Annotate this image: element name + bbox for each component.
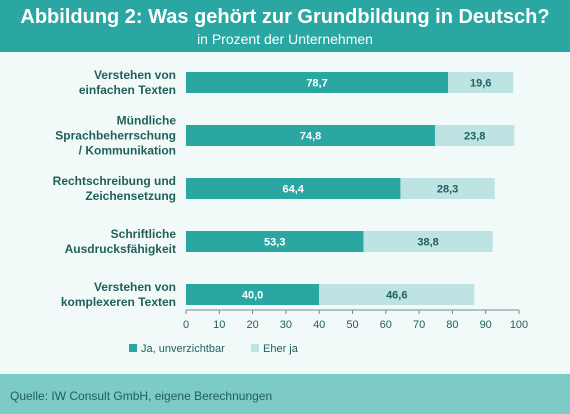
x-tick-label: 80 bbox=[446, 319, 458, 331]
legend-swatch-eher-ja bbox=[251, 344, 259, 352]
category-label-line: Mündliche bbox=[117, 114, 177, 128]
bar-segment-eher-ja bbox=[319, 284, 475, 305]
category-label-line: / Kommunikation bbox=[79, 144, 176, 158]
bar-segment-eher-ja bbox=[363, 231, 493, 252]
bar-segment-unverzichtbar bbox=[186, 178, 401, 199]
bar-value-label: 38,8 bbox=[417, 237, 438, 249]
x-tick-label: 70 bbox=[413, 319, 425, 331]
stacked-bar-chart: Verstehen von einfachen Texten 78,7 19,6Mün… bbox=[53, 68, 529, 355]
category-label-line: Verstehen von bbox=[94, 68, 176, 82]
category-label-line: Ausdrucksfähigkeit bbox=[65, 242, 176, 256]
figure-title: Abbildung 2: Was gehört zur Grundbildung… bbox=[20, 6, 550, 28]
x-tick-label: 50 bbox=[346, 319, 358, 331]
figure-footer: Quelle: IW Consult GmbH, eigene Berechnu… bbox=[0, 374, 570, 414]
bar-value-label: 23,8 bbox=[464, 131, 485, 143]
category-label-line: Zeichensetzung bbox=[85, 189, 176, 203]
figure-subtitle: in Prozent der Unternehmen bbox=[197, 31, 373, 47]
bar-value-label: 46,6 bbox=[386, 290, 407, 302]
chart-area: Verstehen von einfachen Texten 78,7 19,6 Mün… bbox=[0, 52, 570, 374]
x-tick-label: 10 bbox=[213, 319, 225, 331]
category-label-line: einfachen Texten bbox=[79, 83, 176, 97]
bar-value-label: 19,6 bbox=[470, 78, 491, 90]
x-tick-label: 40 bbox=[313, 319, 325, 331]
category-label-line: Rechtschreibung und bbox=[53, 174, 176, 188]
category-label-line: Schriftliche bbox=[111, 227, 177, 241]
bar-value-label: 40,0 bbox=[242, 290, 263, 302]
bar-segment-unverzichtbar bbox=[186, 284, 320, 305]
category-label: Schriftliche Ausdrucksfähigkeit bbox=[65, 227, 177, 256]
bar-segment-unverzichtbar bbox=[186, 231, 364, 252]
bar-segment-eher-ja bbox=[400, 178, 495, 199]
x-tick-label: 60 bbox=[380, 319, 392, 331]
category-label-line: Sprachbeherrschung bbox=[55, 129, 176, 143]
category-label-line: Verstehen von bbox=[94, 280, 176, 294]
category-label: Verstehen von komplexeren Texten bbox=[61, 280, 176, 309]
bar-segment-eher-ja bbox=[435, 125, 515, 146]
x-tick-label: 100 bbox=[510, 319, 528, 331]
category-label: Verstehen von einfachen Texten bbox=[79, 68, 176, 97]
bar-segment-eher-ja bbox=[448, 72, 514, 93]
x-tick-label: 20 bbox=[246, 319, 258, 331]
legend-label: Ja, unverzichtbar bbox=[141, 343, 225, 355]
x-tick-label: 90 bbox=[480, 319, 492, 331]
category-label: Mündliche Sprachbeherrschung / Kommunikati… bbox=[55, 114, 176, 158]
x-tick-label: 0 bbox=[183, 319, 189, 331]
bar-value-label: 78,7 bbox=[306, 78, 327, 90]
bar-segment-unverzichtbar bbox=[186, 125, 436, 146]
legend-swatch-unverzichtbar bbox=[129, 344, 137, 352]
bar-value-label: 53,3 bbox=[264, 237, 285, 249]
legend-label: Eher ja bbox=[263, 343, 299, 355]
bar-value-label: 28,3 bbox=[437, 184, 458, 196]
bar-value-label: 64,4 bbox=[283, 184, 305, 196]
bar-value-label: 74,8 bbox=[300, 131, 321, 143]
source-note: Quelle: IW Consult GmbH, eigene Berechnu… bbox=[10, 389, 273, 403]
bar-segment-unverzichtbar bbox=[186, 72, 449, 93]
category-label: Rechtschreibung und Zeichensetzung bbox=[53, 174, 176, 203]
category-label-line: komplexeren Texten bbox=[61, 295, 176, 309]
figure-header: Abbildung 2: Was gehört zur Grundbildung… bbox=[0, 0, 570, 52]
x-tick-label: 30 bbox=[280, 319, 292, 331]
